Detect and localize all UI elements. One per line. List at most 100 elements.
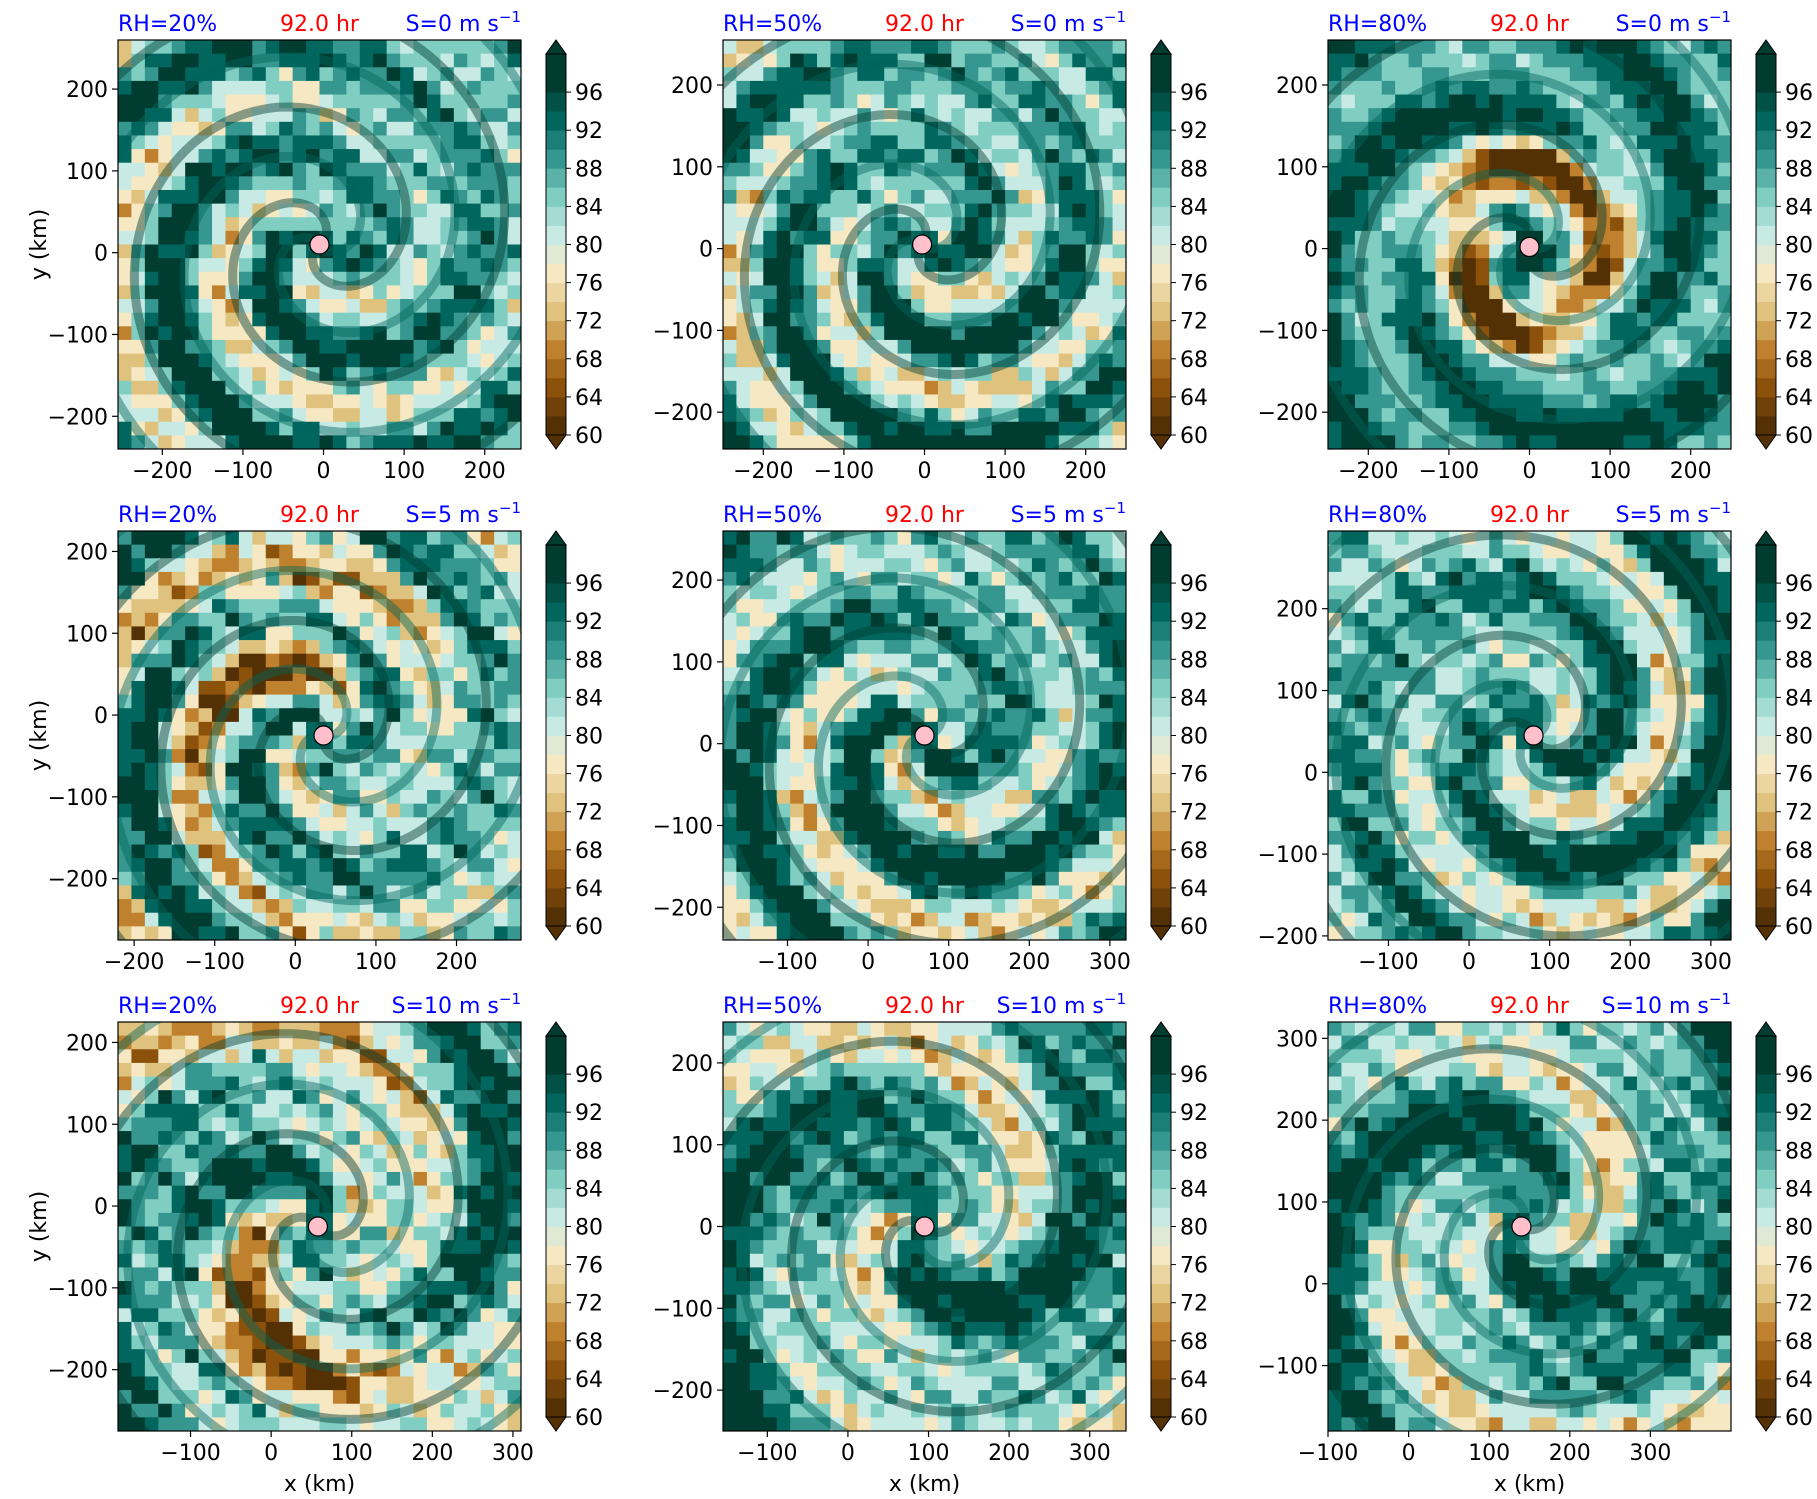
y-tick-label: −200 [1258,925,1318,950]
x-tick-label: 200 [1008,950,1050,975]
y-tick-label: 100 [1276,1191,1318,1216]
y-tick-label: −200 [653,1379,713,1404]
colorbar-tick-label: 88 [575,157,603,182]
y-tick-label: −200 [48,405,108,430]
colorbar-tick-label: 88 [1785,648,1813,673]
colorbar-tick-label: 72 [575,801,603,826]
humidity-field [723,40,1126,449]
x-tick-label: 100 [908,1441,950,1466]
colorbar-tick-label: 80 [575,234,603,259]
y-tick-label: −200 [653,896,713,921]
y-tick-label: 0 [94,242,108,267]
x-tick-label: −100 [1419,459,1479,484]
y-axis-label: y (km) [27,700,52,771]
x-axis-label: x (km) [1494,1472,1565,1497]
colorbar-tick-label: 88 [1180,1139,1208,1164]
axes-frame [117,39,522,450]
colorbar-tick-label: 64 [575,1368,603,1393]
x-tick-label: −200 [104,950,164,975]
colorbar: 60 64 68 72 76 80 84 88 92 96 [1150,39,1208,450]
colorbar-tick-label: 88 [575,1139,603,1164]
colorbar-tick-label: 92 [1785,1101,1813,1126]
colorbar-tick-label: 84 [1180,686,1208,711]
x-tick-label: 100 [1468,1441,1510,1466]
panel-shear-label: S=5 m s−1 [406,499,521,528]
x-tick-label: −100 [160,1441,220,1466]
storm-center-marker [313,725,334,746]
y-tick-label: 100 [1276,156,1318,181]
y-axis-label: y (km) [27,1191,52,1262]
y-tick-label: 0 [699,733,713,758]
y-tick-label: 100 [1276,680,1318,705]
colorbar-tick-label: 80 [1180,1216,1208,1241]
x-tick-label: 300 [1690,950,1732,975]
y-tick-label: 0 [699,238,713,263]
storm-center-marker [914,1216,935,1237]
y-tick-label: −100 [653,814,713,839]
x-tick-label: 200 [1549,1441,1591,1466]
storm-center-marker [914,725,935,746]
colorbar-tick-label: 68 [1785,1330,1813,1355]
y-tick-label: 0 [1304,1273,1318,1298]
colorbar-tick-label: 84 [575,195,603,220]
panel-6: −100 0 100 200 300 −200 −100 0 100 200 RH=80% 92.0 … [1258,499,1813,975]
colorbar-tick-label: 76 [1180,272,1208,297]
colorbar-tick-label: 80 [1785,1216,1813,1241]
colorbar-tick-label: 76 [575,272,603,297]
y-tick-label: −100 [653,1297,713,1322]
panel-time-label: 92.0 hr [280,12,360,37]
colorbar-tick-label: 60 [575,1406,603,1431]
panel-rh-label: RH=20% [118,12,217,37]
panel-9: −100 0 100 200 300 −100 0 100 200 300 RH=80% 92.0 h… [1258,990,1813,1497]
x-tick-label: 100 [383,459,425,484]
y-tick-label: 0 [94,704,108,729]
x-tick-label: 0 [264,1441,278,1466]
storm-center-marker [307,1216,328,1237]
x-tick-label: 300 [492,1441,534,1466]
colorbar-tick-label: 60 [1785,915,1813,940]
colorbar-tick-label: 88 [1785,1139,1813,1164]
panel-time-label: 92.0 hr [280,994,360,1019]
panel-rh-label: RH=20% [118,994,217,1019]
storm-center-marker [1519,236,1540,258]
panel-rh-label: RH=50% [723,12,822,37]
y-tick-label: −200 [48,1359,108,1384]
storm-center-marker [911,234,933,255]
colorbar-tick-label: 72 [575,310,603,335]
x-tick-label: 100 [984,459,1026,484]
colorbar-tick-label: 92 [575,1101,603,1126]
y-tick-label: −100 [1258,1355,1318,1380]
panel-time-label: 92.0 hr [885,994,965,1019]
panel-shear-label: S=0 m s−1 [406,8,521,37]
colorbar: 60 64 68 72 76 80 84 88 92 96 [1150,1021,1208,1432]
colorbar-tick-label: 76 [575,763,603,788]
y-tick-label: 200 [1276,1109,1318,1134]
storm-center-marker [309,234,330,255]
x-tick-label: 200 [988,1441,1030,1466]
x-axis-label: x (km) [889,1472,960,1497]
y-tick-label: 100 [671,651,713,676]
x-tick-label: 200 [464,459,506,484]
colorbar-tick-label: 96 [1180,81,1208,106]
colorbar-tick-label: 72 [1180,310,1208,335]
panel-rh-label: RH=80% [1328,12,1427,37]
x-tick-label: 0 [861,950,875,975]
colorbar-tick-label: 60 [1785,424,1813,449]
y-tick-label: 100 [66,622,108,647]
y-tick-label: 200 [1276,598,1318,623]
colorbar-tick-label: 84 [1785,1177,1813,1202]
humidity-field [1328,40,1731,449]
colorbar: 60 64 68 72 76 80 84 88 92 96 [545,39,603,450]
colorbar-tick-label: 84 [1785,195,1813,220]
colorbar-tick-label: 76 [575,1254,603,1279]
colorbar-tick-label: 60 [575,915,603,940]
humidity-field [1328,531,1731,940]
x-tick-label: 0 [1462,950,1476,975]
colorbar-tick-label: 68 [1180,1330,1208,1355]
y-tick-label: 200 [671,569,713,594]
colorbar-tick-label: 76 [1785,763,1813,788]
colorbar-tick-label: 64 [575,386,603,411]
colorbar-tick-label: 84 [1180,195,1208,220]
storm-center-marker [1523,725,1544,746]
y-tick-label: 200 [66,540,108,565]
